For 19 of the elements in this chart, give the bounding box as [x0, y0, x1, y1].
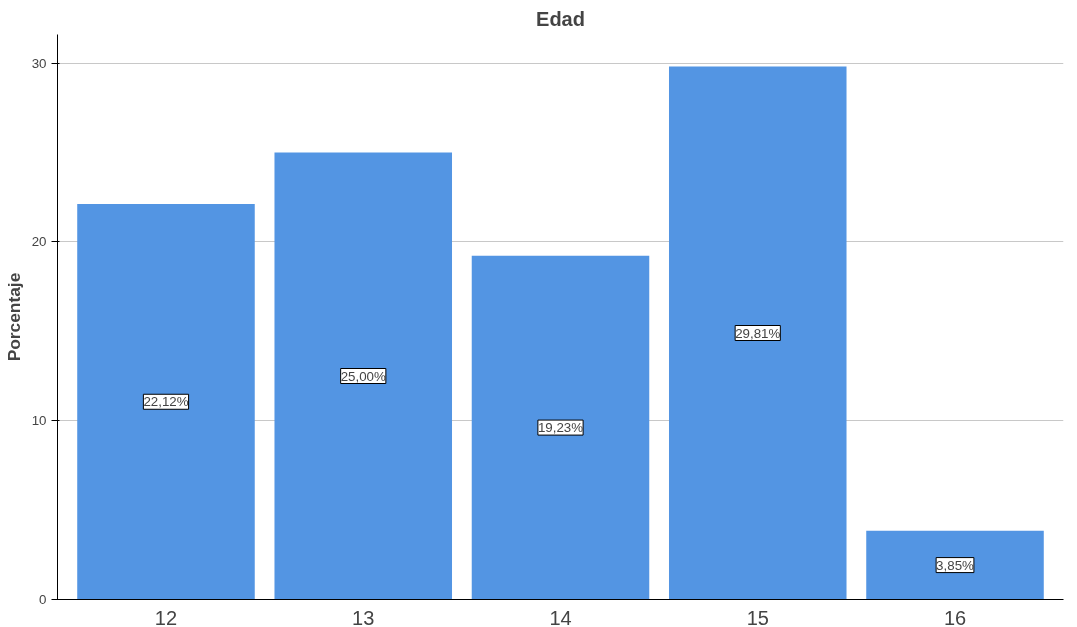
y-axis-title: Porcentaje — [3, 272, 24, 362]
data-label: 22,12% — [143, 394, 189, 410]
x-tick-label: 16 — [943, 606, 967, 627]
x-tick-label: 14 — [549, 606, 572, 627]
y-tick-label: 0 — [39, 592, 47, 607]
y-tick-label: 20 — [31, 234, 47, 250]
data-label: 29,81% — [735, 325, 781, 341]
bar — [668, 66, 847, 600]
y-tick-label: 10 — [31, 413, 47, 429]
x-tick-label: 15 — [746, 606, 769, 627]
x-tick-label: 12 — [154, 606, 178, 627]
y-tick-label: 30 — [31, 55, 47, 71]
bar — [77, 204, 255, 600]
data-label: 19,23% — [537, 420, 584, 436]
chart-title: Edad — [536, 7, 585, 30]
bar — [471, 255, 650, 600]
bar — [274, 152, 453, 600]
bar — [866, 530, 1044, 600]
x-tick-label: 13 — [352, 606, 375, 627]
